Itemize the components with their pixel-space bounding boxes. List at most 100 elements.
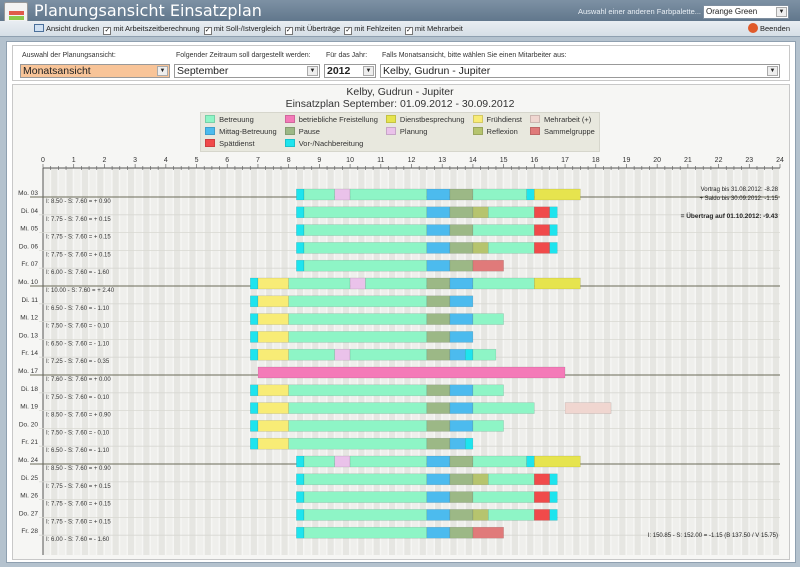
grid-stripe: [104, 168, 112, 555]
x-tick-label: 13: [438, 157, 446, 164]
bar-segment-M: [426, 188, 451, 201]
grid-stripe: [496, 168, 503, 555]
chevron-down-icon[interactable]: ▼: [363, 66, 374, 76]
row-day-label: Mo. 24: [18, 457, 38, 464]
bar-segment-FR: [257, 331, 289, 343]
grid-stripe: [772, 168, 779, 555]
print-view-button[interactable]: Ansicht drucken: [34, 24, 99, 35]
row-day-label: Do. 20: [19, 421, 39, 428]
year-select[interactable]: 2012 ▼: [324, 64, 376, 78]
grid-stripe: [166, 168, 173, 555]
print-label: Ansicht drucken: [46, 24, 100, 33]
legend-label: Pause: [298, 127, 320, 136]
legend-item: Mittag-Betreuung: [205, 126, 277, 138]
legend-label: Vor-/Nachbereitung: [298, 139, 364, 148]
legend-swatch: [284, 115, 295, 123]
grid-stripe: [158, 168, 165, 555]
bar-segment-B: [488, 206, 535, 219]
legend-item: Mehrarbeit (+): [529, 114, 595, 126]
checkbox[interactable]: ✓: [404, 27, 413, 35]
legend-swatch: [284, 127, 295, 135]
grid-stripe: [542, 168, 549, 555]
x-tick-label: 22: [715, 157, 723, 164]
bar-segment-P: [426, 331, 451, 343]
bar-segment-B: [472, 455, 527, 468]
bar-segment-M: [426, 224, 451, 236]
option-work-time-calc[interactable]: ✓ mit Arbeitszeitberechnung: [103, 24, 200, 35]
row-summary: I: 7.25 - S: 7.60 = - 0.35: [46, 359, 110, 365]
palette-select[interactable]: Orange Green ▼: [703, 5, 789, 19]
grid-stripe: [51, 168, 58, 555]
row-summary: I: 6.00 - S: 7.60 = - 1.60: [46, 537, 110, 543]
grid-stripe: [243, 168, 250, 555]
checkbox[interactable]: ✓: [103, 27, 112, 35]
x-tick-label: 7: [256, 157, 260, 164]
period-select[interactable]: September ▼: [174, 64, 320, 78]
x-tick-label: 19: [623, 157, 631, 164]
chevron-down-icon[interactable]: ▼: [157, 66, 168, 76]
grid-stripe: [174, 168, 181, 555]
option-carryover[interactable]: ✓ mit Überträge: [284, 24, 340, 35]
row-day-label: Mo. 03: [18, 190, 38, 197]
bar-segment-B: [303, 259, 428, 272]
bar-segment-B: [472, 277, 535, 290]
bar-segment-B: [472, 224, 535, 236]
bar-segment-R: [472, 509, 489, 521]
bar-segment-V: [250, 402, 259, 414]
grid-stripe: [573, 168, 580, 555]
bar-segment-B: [472, 402, 535, 414]
x-tick-label: 2: [102, 157, 106, 164]
grid-stripe: [381, 168, 388, 555]
bar-segment-M: [426, 473, 451, 486]
legend-item: Sammelgruppe: [529, 126, 595, 138]
employee-select[interactable]: Kelby, Gudrun - Jupiter ▼: [380, 64, 780, 78]
option-target-actual[interactable]: ✓ mit Soll-/Istvergleich: [203, 24, 281, 35]
chevron-down-icon[interactable]: ▼: [767, 66, 778, 76]
grid-stripe: [319, 168, 327, 555]
chevron-down-icon[interactable]: ▼: [776, 7, 787, 17]
grid-stripe: [342, 168, 350, 555]
checkbox[interactable]: ✓: [344, 27, 353, 35]
bar-segment-V: [250, 313, 259, 325]
balance-carry-out: = Übertrag auf 01.10.2012: -9.43: [681, 211, 779, 220]
bar-segment-M: [449, 348, 466, 361]
toolbar: Ansicht drucken ✓ mit Arbeitszeitberechnu…: [0, 21, 800, 37]
row-summary: I: 7.50 - S: 7.60 = - 0.10: [46, 430, 110, 436]
row-summary: I: 7.75 - S: 7.60 = + 0.15: [46, 502, 111, 508]
checkbox[interactable]: ✓: [284, 27, 293, 35]
chevron-down-icon[interactable]: ▼: [307, 66, 318, 76]
bar-segment-V: [296, 206, 305, 219]
bar-segment-B: [288, 402, 428, 414]
grid-stripe: [43, 168, 50, 555]
checkbox[interactable]: ✓: [203, 27, 212, 35]
grid-stripe: [135, 168, 142, 555]
employee-value: Kelby, Gudrun - Jupiter: [383, 65, 491, 77]
bar-segment-P: [426, 384, 451, 397]
grid-stripe: [557, 168, 565, 555]
exit-button[interactable]: Beenden: [747, 23, 790, 33]
bar-segment-P: [449, 509, 474, 521]
row-day-label: Fr. 07: [21, 261, 38, 268]
row-day-label: Di. 18: [21, 386, 38, 393]
grid-stripe: [488, 168, 495, 555]
grid-stripe: [89, 168, 96, 555]
bar-segment-PL: [334, 348, 351, 361]
grid-stripe: [365, 168, 373, 555]
view-value: Monatsansicht: [23, 65, 91, 77]
grid-stripe: [688, 168, 695, 555]
print-icon: [34, 24, 44, 32]
bar-segment-B: [349, 348, 428, 361]
bar-segment-M: [449, 384, 474, 397]
option-absences[interactable]: ✓ mit Fehlzeiten: [344, 24, 401, 35]
option-overtime[interactable]: ✓ mit Mehrarbeit: [404, 24, 463, 35]
bar-segment-FR: [257, 277, 289, 290]
bar-segment-V: [549, 224, 558, 236]
option-label: mit Soll-/Istvergleich: [213, 24, 281, 33]
row-summary: I: 6.00 - S: 7.60 = - 1.60: [46, 270, 110, 276]
row-summary: I: 7.75 - S: 7.60 = + 0.15: [46, 217, 111, 223]
row-day-label: Di. 11: [22, 297, 39, 304]
bar-segment-M: [449, 295, 474, 308]
view-select[interactable]: Monatsansicht ▼: [20, 64, 170, 78]
grid-stripe: [127, 168, 135, 555]
title-bar: Planungsansicht Einsatzplan Auswahl eine…: [0, 0, 800, 26]
